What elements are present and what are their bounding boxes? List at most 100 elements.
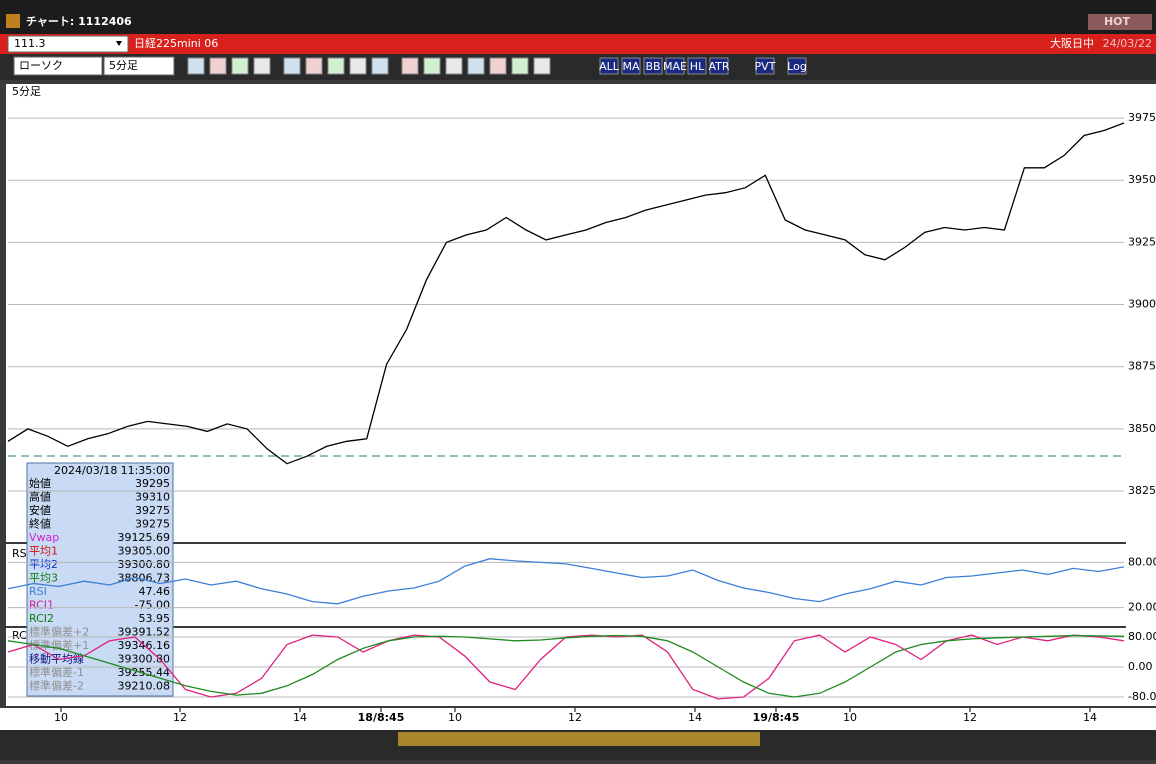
- x-tick-label: 14: [688, 711, 702, 724]
- info-value: 39125.69: [118, 531, 171, 544]
- tool-icon[interactable]: [511, 57, 529, 75]
- interval-dropdown[interactable]: [103, 56, 175, 76]
- info-label: 標準偏差+2: [29, 625, 89, 639]
- info-label: RCI1: [29, 599, 54, 612]
- info-value: 39275: [135, 518, 170, 531]
- x-tick-label: 10: [448, 711, 462, 724]
- tool-icon[interactable]: [533, 57, 551, 75]
- toolbar-icons: ALL MA BB MAE HL ATR PVT Log: [187, 57, 807, 75]
- info-label: 標準偏差-2: [29, 679, 84, 693]
- scroll-thumb[interactable]: [398, 732, 760, 746]
- y-tick-label: 39500: [1128, 173, 1156, 186]
- tool-icon[interactable]: [349, 57, 367, 75]
- info-value: 39300.80: [118, 558, 171, 571]
- symbol-bar: [0, 34, 1156, 54]
- tool-button[interactable]: [709, 57, 729, 75]
- tool-icon[interactable]: [209, 57, 227, 75]
- info-label: 平均1: [29, 545, 58, 558]
- x-tick-label: 19/8:45: [753, 711, 800, 724]
- axis-area: [1126, 84, 1156, 706]
- tool-button[interactable]: [755, 57, 775, 75]
- title-bar: [0, 0, 1156, 34]
- info-panel: 2024/03/18 11:35:00 始値 39295 高値 39310 安値 39275 終…: [26, 462, 174, 697]
- info-label: 終値: [29, 517, 51, 531]
- info-label: 平均2: [29, 558, 58, 571]
- tool-icon[interactable]: [327, 57, 345, 75]
- x-tick-label: 14: [1083, 711, 1097, 724]
- tool-icon[interactable]: [445, 57, 463, 75]
- x-tick-label: 12: [963, 711, 977, 724]
- x-tick-label: 12: [173, 711, 187, 724]
- series-line: [7, 558, 1125, 605]
- tool-button-label: HL: [690, 60, 705, 73]
- info-value: 39295: [135, 477, 170, 490]
- info-label: 安値: [29, 503, 51, 517]
- info-value: 38806.73: [118, 572, 171, 585]
- info-value: 53.95: [139, 612, 171, 625]
- x-tick-label: 18/8:45: [358, 711, 405, 724]
- tool-icon[interactable]: [305, 57, 323, 75]
- tool-icon[interactable]: [401, 57, 419, 75]
- hot-label: HOT: [1104, 15, 1131, 28]
- y-tick-label: 80.00: [1128, 630, 1156, 643]
- info-value: 39275: [135, 504, 170, 517]
- panel-label: RS: [12, 547, 27, 560]
- tool-button-label: BB: [645, 60, 660, 73]
- info-label: 平均3: [29, 572, 58, 585]
- tool-button-label: Log: [787, 60, 807, 73]
- info-label: 始値: [29, 476, 51, 490]
- y-tick-label: 20.00: [1128, 601, 1156, 614]
- info-label: Vwap: [29, 531, 59, 544]
- y-tick-label: -80.00: [1128, 690, 1156, 703]
- info-value: 47.46: [139, 585, 171, 598]
- info-date: 2024/03/18: [54, 464, 117, 477]
- y-tick-label: 39000: [1128, 298, 1156, 311]
- panel-label: 5分足: [12, 85, 41, 98]
- tool-button[interactable]: [643, 57, 663, 75]
- code: 111.3: [14, 37, 46, 50]
- tool-button[interactable]: [621, 57, 641, 75]
- tool-button-label: ATR: [708, 60, 729, 73]
- series-line: [7, 122, 1125, 465]
- info-label: 高値: [29, 490, 51, 504]
- x-tick-label: 12: [568, 711, 582, 724]
- price-panel: [6, 84, 1126, 542]
- tool-icon[interactable]: [231, 57, 249, 75]
- info-label: RSI: [29, 585, 47, 598]
- tool-button[interactable]: [787, 57, 807, 75]
- chart-type-dropdown[interactable]: [13, 56, 103, 76]
- info-value: 39300.80: [118, 653, 171, 666]
- hot-button[interactable]: [1088, 14, 1152, 30]
- y-tick-label: 38750: [1128, 360, 1156, 373]
- x-axis-area: [0, 708, 1156, 730]
- symbol-name: 日経225mini 06: [134, 37, 218, 50]
- window-title: チャート: 1112406: [26, 15, 132, 28]
- tool-icon[interactable]: [253, 57, 271, 75]
- tool-icon[interactable]: [467, 57, 485, 75]
- interval: 5分足: [109, 59, 138, 72]
- rsi-panel: [6, 544, 1126, 626]
- app-icon: [6, 14, 20, 28]
- tool-icon[interactable]: [187, 57, 205, 75]
- tool-button[interactable]: [687, 57, 707, 75]
- y-tick-label: 39250: [1128, 235, 1156, 248]
- tool-button[interactable]: [599, 57, 619, 75]
- info-time: 11:35:00: [121, 464, 170, 477]
- y-tick-label: 39750: [1128, 111, 1156, 124]
- tool-button[interactable]: [665, 57, 685, 75]
- x-tick-label: 10: [54, 711, 68, 724]
- y-tick-label: 80.00: [1128, 555, 1156, 568]
- tool-icon[interactable]: [371, 57, 389, 75]
- code-dropdown[interactable]: [7, 35, 129, 53]
- info-value: 39305.00: [118, 545, 171, 558]
- date: 24/03/22: [1103, 37, 1152, 50]
- tool-icon[interactable]: [489, 57, 507, 75]
- tool-icon[interactable]: [283, 57, 301, 75]
- tool-icon[interactable]: [423, 57, 441, 75]
- y-tick-label: 38250: [1128, 484, 1156, 497]
- chart-type: ローソク: [19, 59, 63, 72]
- info-box: [26, 462, 174, 697]
- info-label: 標準偏差+1: [29, 638, 89, 652]
